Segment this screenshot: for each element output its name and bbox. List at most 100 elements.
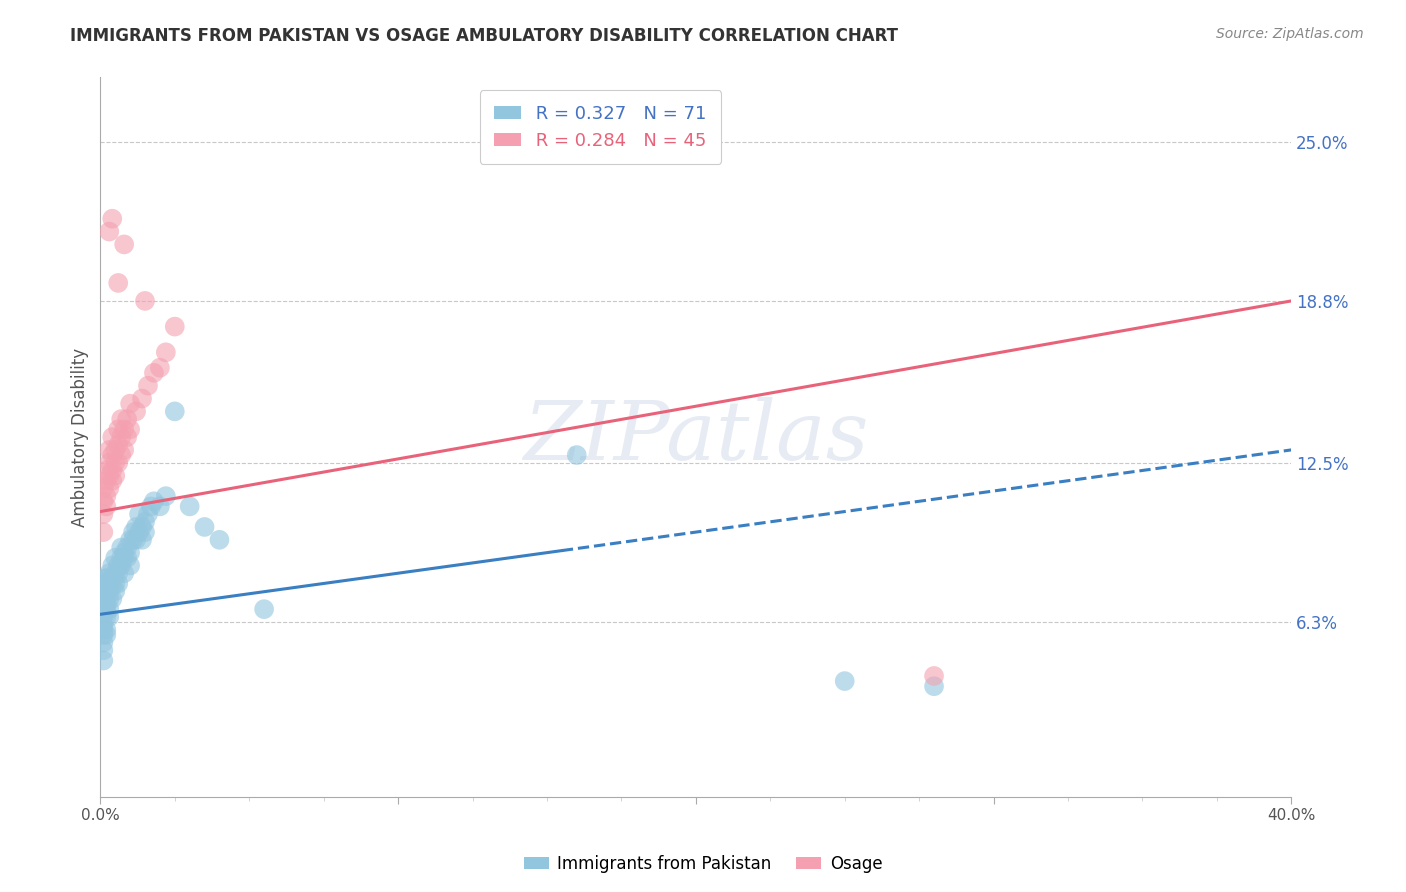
Point <box>104 442 127 457</box>
Point <box>110 550 132 565</box>
Point <box>134 293 156 308</box>
Point <box>91 584 114 599</box>
Point <box>115 412 138 426</box>
Text: Source: ZipAtlas.com: Source: ZipAtlas.com <box>1216 27 1364 41</box>
Point <box>101 211 124 226</box>
Point <box>98 482 121 496</box>
Point <box>142 366 165 380</box>
Point <box>101 591 124 606</box>
Point <box>110 558 132 573</box>
Point <box>110 430 132 444</box>
Point <box>149 500 172 514</box>
Point <box>91 591 114 606</box>
Point <box>98 584 121 599</box>
Point <box>96 500 118 514</box>
Point <box>91 602 114 616</box>
Legend:  R = 0.327   N = 71,  R = 0.284   N = 45: R = 0.327 N = 71, R = 0.284 N = 45 <box>479 90 721 164</box>
Point <box>112 550 135 565</box>
Point <box>91 571 114 585</box>
Point <box>110 412 132 426</box>
Point <box>125 533 148 547</box>
Point <box>107 456 129 470</box>
Point <box>91 576 114 591</box>
Point <box>107 422 129 436</box>
Point <box>104 550 127 565</box>
Point <box>96 489 118 503</box>
Point <box>98 610 121 624</box>
Point <box>115 541 138 555</box>
Point <box>253 602 276 616</box>
Point <box>96 610 118 624</box>
Point <box>91 610 114 624</box>
Point <box>136 378 159 392</box>
Point <box>136 507 159 521</box>
Point <box>96 602 118 616</box>
Point <box>142 494 165 508</box>
Point <box>101 474 124 488</box>
Point <box>122 533 145 547</box>
Point <box>120 422 142 436</box>
Point <box>131 392 153 406</box>
Point <box>98 591 121 606</box>
Point <box>96 571 118 585</box>
Text: ZIPatlas: ZIPatlas <box>523 397 869 477</box>
Point <box>125 404 148 418</box>
Point <box>834 674 856 689</box>
Point <box>91 525 114 540</box>
Point <box>120 558 142 573</box>
Point <box>98 225 121 239</box>
Point <box>96 597 118 611</box>
Point <box>155 345 177 359</box>
Point <box>96 628 118 642</box>
Point <box>96 474 118 488</box>
Point <box>208 533 231 547</box>
Point <box>96 591 118 606</box>
Point <box>104 576 127 591</box>
Point <box>107 558 129 573</box>
Point <box>922 669 945 683</box>
Legend: Immigrants from Pakistan, Osage: Immigrants from Pakistan, Osage <box>517 848 889 880</box>
Point <box>128 525 150 540</box>
Point <box>96 463 118 477</box>
Point <box>131 533 153 547</box>
Point <box>104 584 127 599</box>
Text: IMMIGRANTS FROM PAKISTAN VS OSAGE AMBULATORY DISABILITY CORRELATION CHART: IMMIGRANTS FROM PAKISTAN VS OSAGE AMBULA… <box>70 27 898 45</box>
Point <box>91 654 114 668</box>
Point <box>110 541 132 555</box>
Point <box>134 515 156 529</box>
Point <box>163 319 186 334</box>
Point <box>179 500 201 514</box>
Point <box>134 525 156 540</box>
Point <box>91 494 114 508</box>
Point <box>112 442 135 457</box>
Point <box>96 623 118 637</box>
Point <box>149 360 172 375</box>
Point <box>91 617 114 632</box>
Point <box>112 566 135 581</box>
Point <box>104 456 127 470</box>
Point <box>104 468 127 483</box>
Point <box>101 430 124 444</box>
Point <box>112 422 135 436</box>
Point <box>115 550 138 565</box>
Point <box>112 546 135 560</box>
Point <box>128 507 150 521</box>
Point <box>91 635 114 649</box>
Point <box>101 571 124 585</box>
Point <box>120 546 142 560</box>
Point <box>98 576 121 591</box>
Point <box>101 463 124 477</box>
Point <box>101 558 124 573</box>
Point <box>96 584 118 599</box>
Point <box>91 482 114 496</box>
Point <box>125 520 148 534</box>
Point <box>91 643 114 657</box>
Point <box>107 438 129 452</box>
Point <box>155 489 177 503</box>
Point <box>110 448 132 462</box>
Point <box>122 525 145 540</box>
Point <box>120 397 142 411</box>
Point <box>565 448 588 462</box>
Point <box>101 576 124 591</box>
Point <box>139 500 162 514</box>
